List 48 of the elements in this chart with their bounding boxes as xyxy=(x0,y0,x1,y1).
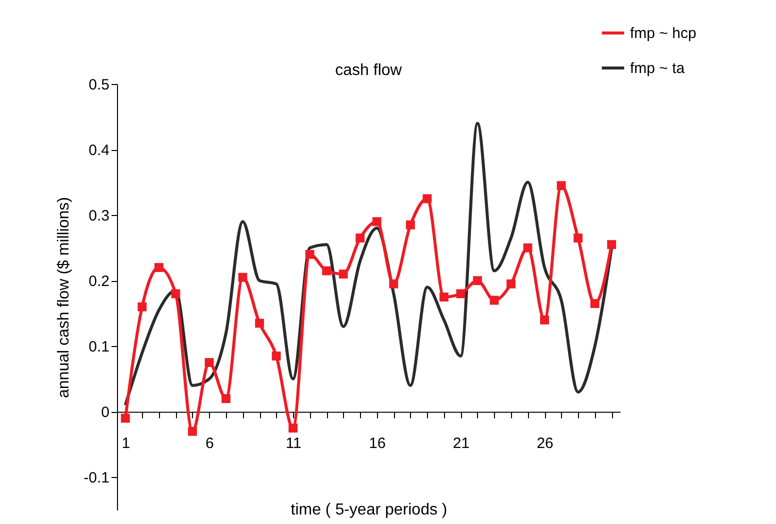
point xyxy=(188,426,197,436)
point xyxy=(238,272,248,282)
point xyxy=(356,234,365,242)
chart-title: cash flow xyxy=(335,62,402,79)
x-tick-label: 16 xyxy=(369,435,386,452)
point xyxy=(456,289,466,298)
point xyxy=(506,279,516,288)
y-tick-label: -0.1 xyxy=(84,470,110,487)
point xyxy=(171,289,180,298)
x-tick-label: 6 xyxy=(206,435,214,452)
y-tick-label: 0.4 xyxy=(88,142,110,160)
legend-label: fmp ~ hcp xyxy=(630,25,696,42)
point xyxy=(204,358,214,368)
point xyxy=(272,352,281,360)
legend-label: fmp ~ ta xyxy=(630,60,686,77)
point xyxy=(574,234,583,242)
x-tick-label: 21 xyxy=(452,435,470,452)
point xyxy=(322,266,332,276)
point xyxy=(473,276,482,286)
x-axis-title: time ( 5-year periods ) xyxy=(290,502,448,518)
y-tick-label: 0.1 xyxy=(88,338,110,356)
point xyxy=(255,318,264,328)
point xyxy=(490,296,499,305)
point xyxy=(372,217,382,226)
point xyxy=(154,263,164,272)
point xyxy=(120,414,130,423)
point xyxy=(138,302,147,312)
x-tick-label: 26 xyxy=(536,435,554,452)
point xyxy=(607,240,616,250)
y-axis-title: annual cash flow ($ millions) xyxy=(56,197,73,398)
y-tick-label: 0 xyxy=(101,404,110,422)
point xyxy=(422,194,432,204)
point xyxy=(556,181,566,190)
point xyxy=(338,270,348,279)
point xyxy=(222,394,230,404)
point xyxy=(439,292,448,302)
point xyxy=(590,299,600,308)
point xyxy=(540,315,550,324)
y-tick-label: 0.5 xyxy=(88,76,110,94)
point xyxy=(406,220,415,230)
x-tick-label: 11 xyxy=(286,435,302,452)
point xyxy=(305,250,314,259)
point xyxy=(288,424,298,433)
x-tick-label: 1 xyxy=(122,435,130,452)
y-tick-label: 0.2 xyxy=(88,273,110,290)
point xyxy=(523,243,532,252)
point xyxy=(389,279,398,288)
y-tick-label: 0.3 xyxy=(88,208,110,225)
